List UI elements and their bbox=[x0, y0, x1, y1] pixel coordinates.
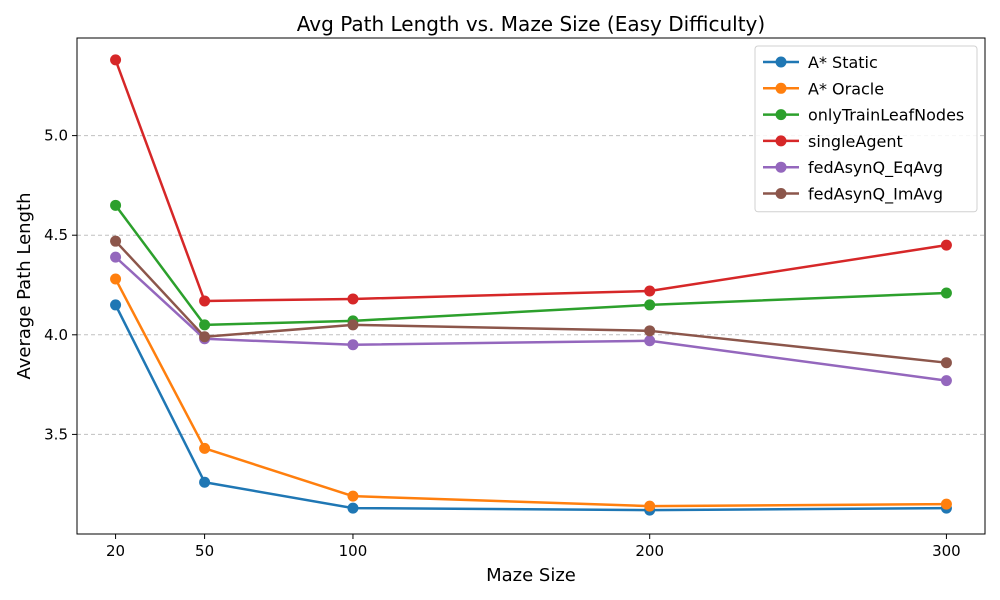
data-point bbox=[644, 285, 656, 297]
data-point bbox=[347, 293, 359, 305]
data-point bbox=[940, 357, 952, 369]
data-point bbox=[199, 331, 211, 343]
series-a-oracle bbox=[110, 273, 952, 512]
series-fedasynq-imavg bbox=[110, 235, 952, 369]
legend-label: fedAsynQ_EqAvg bbox=[808, 158, 943, 178]
legend: A* Static A* Oracle onlyTrainLeafNodes sing… bbox=[754, 45, 978, 213]
x-axis-title: Maze Size bbox=[486, 565, 576, 586]
chart-title: Avg Path Length vs. Maze Size (Easy Diff… bbox=[297, 12, 765, 36]
x-tick-label: 20 bbox=[106, 542, 125, 560]
data-point bbox=[347, 502, 359, 514]
legend-marker bbox=[775, 82, 787, 94]
data-point bbox=[110, 235, 122, 247]
y-tick-label: 4.0 bbox=[44, 326, 68, 344]
legend-marker bbox=[775, 109, 787, 121]
legend-item: A* Oracle bbox=[763, 79, 884, 98]
data-point bbox=[199, 476, 211, 488]
data-point bbox=[110, 251, 122, 263]
legend-label: A* Oracle bbox=[808, 79, 884, 98]
data-point bbox=[347, 319, 359, 331]
x-tick-label: 200 bbox=[635, 542, 664, 560]
data-point bbox=[644, 325, 656, 337]
plot-area-frame bbox=[76, 37, 986, 535]
legend-item: fedAsynQ_ImAvg bbox=[763, 185, 943, 205]
y-axis-title: Average Path Length bbox=[14, 193, 35, 380]
x-tick-label: 300 bbox=[932, 542, 961, 560]
legend-label: fedAsynQ_ImAvg bbox=[808, 185, 943, 205]
legend-marker bbox=[775, 56, 787, 68]
data-point bbox=[110, 54, 122, 66]
x-tick-label: 50 bbox=[195, 542, 214, 560]
data-point bbox=[347, 490, 359, 502]
data-point bbox=[940, 287, 952, 299]
data-point bbox=[644, 500, 656, 512]
data-point bbox=[347, 339, 359, 351]
legend-item: singleAgent bbox=[763, 132, 903, 151]
data-point bbox=[199, 295, 211, 307]
data-point bbox=[110, 199, 122, 211]
data-point bbox=[940, 239, 952, 251]
legend-box bbox=[754, 45, 978, 213]
legend-item: A* Static bbox=[763, 53, 878, 72]
legend-item: fedAsynQ_EqAvg bbox=[763, 158, 943, 178]
y-tick-label: 4.5 bbox=[44, 226, 68, 244]
legend-item: onlyTrainLeafNodes bbox=[763, 106, 964, 125]
legend-marker bbox=[775, 161, 787, 173]
data-point bbox=[644, 335, 656, 347]
data-point bbox=[940, 498, 952, 510]
legend-marker bbox=[775, 188, 787, 199]
y-tick-label: 5.0 bbox=[44, 127, 68, 145]
data-point bbox=[110, 273, 122, 285]
x-axis-ticks: 20 50 100 200 300 bbox=[106, 534, 961, 560]
legend-label: singleAgent bbox=[808, 132, 903, 151]
series-singleagent bbox=[110, 54, 952, 307]
y-tick-label: 3.5 bbox=[44, 425, 68, 443]
data-point bbox=[644, 299, 656, 311]
series-layer bbox=[110, 54, 952, 516]
data-point bbox=[940, 375, 952, 387]
y-axis-ticks: 3.5 4.0 4.5 5.0 bbox=[44, 127, 77, 443]
legend-label: A* Static bbox=[808, 53, 878, 72]
x-tick-label: 100 bbox=[339, 542, 368, 560]
legend-label: onlyTrainLeafNodes bbox=[808, 106, 964, 125]
data-point bbox=[110, 299, 122, 311]
data-point bbox=[199, 442, 211, 454]
legend-marker bbox=[775, 135, 787, 147]
data-point bbox=[199, 319, 211, 331]
